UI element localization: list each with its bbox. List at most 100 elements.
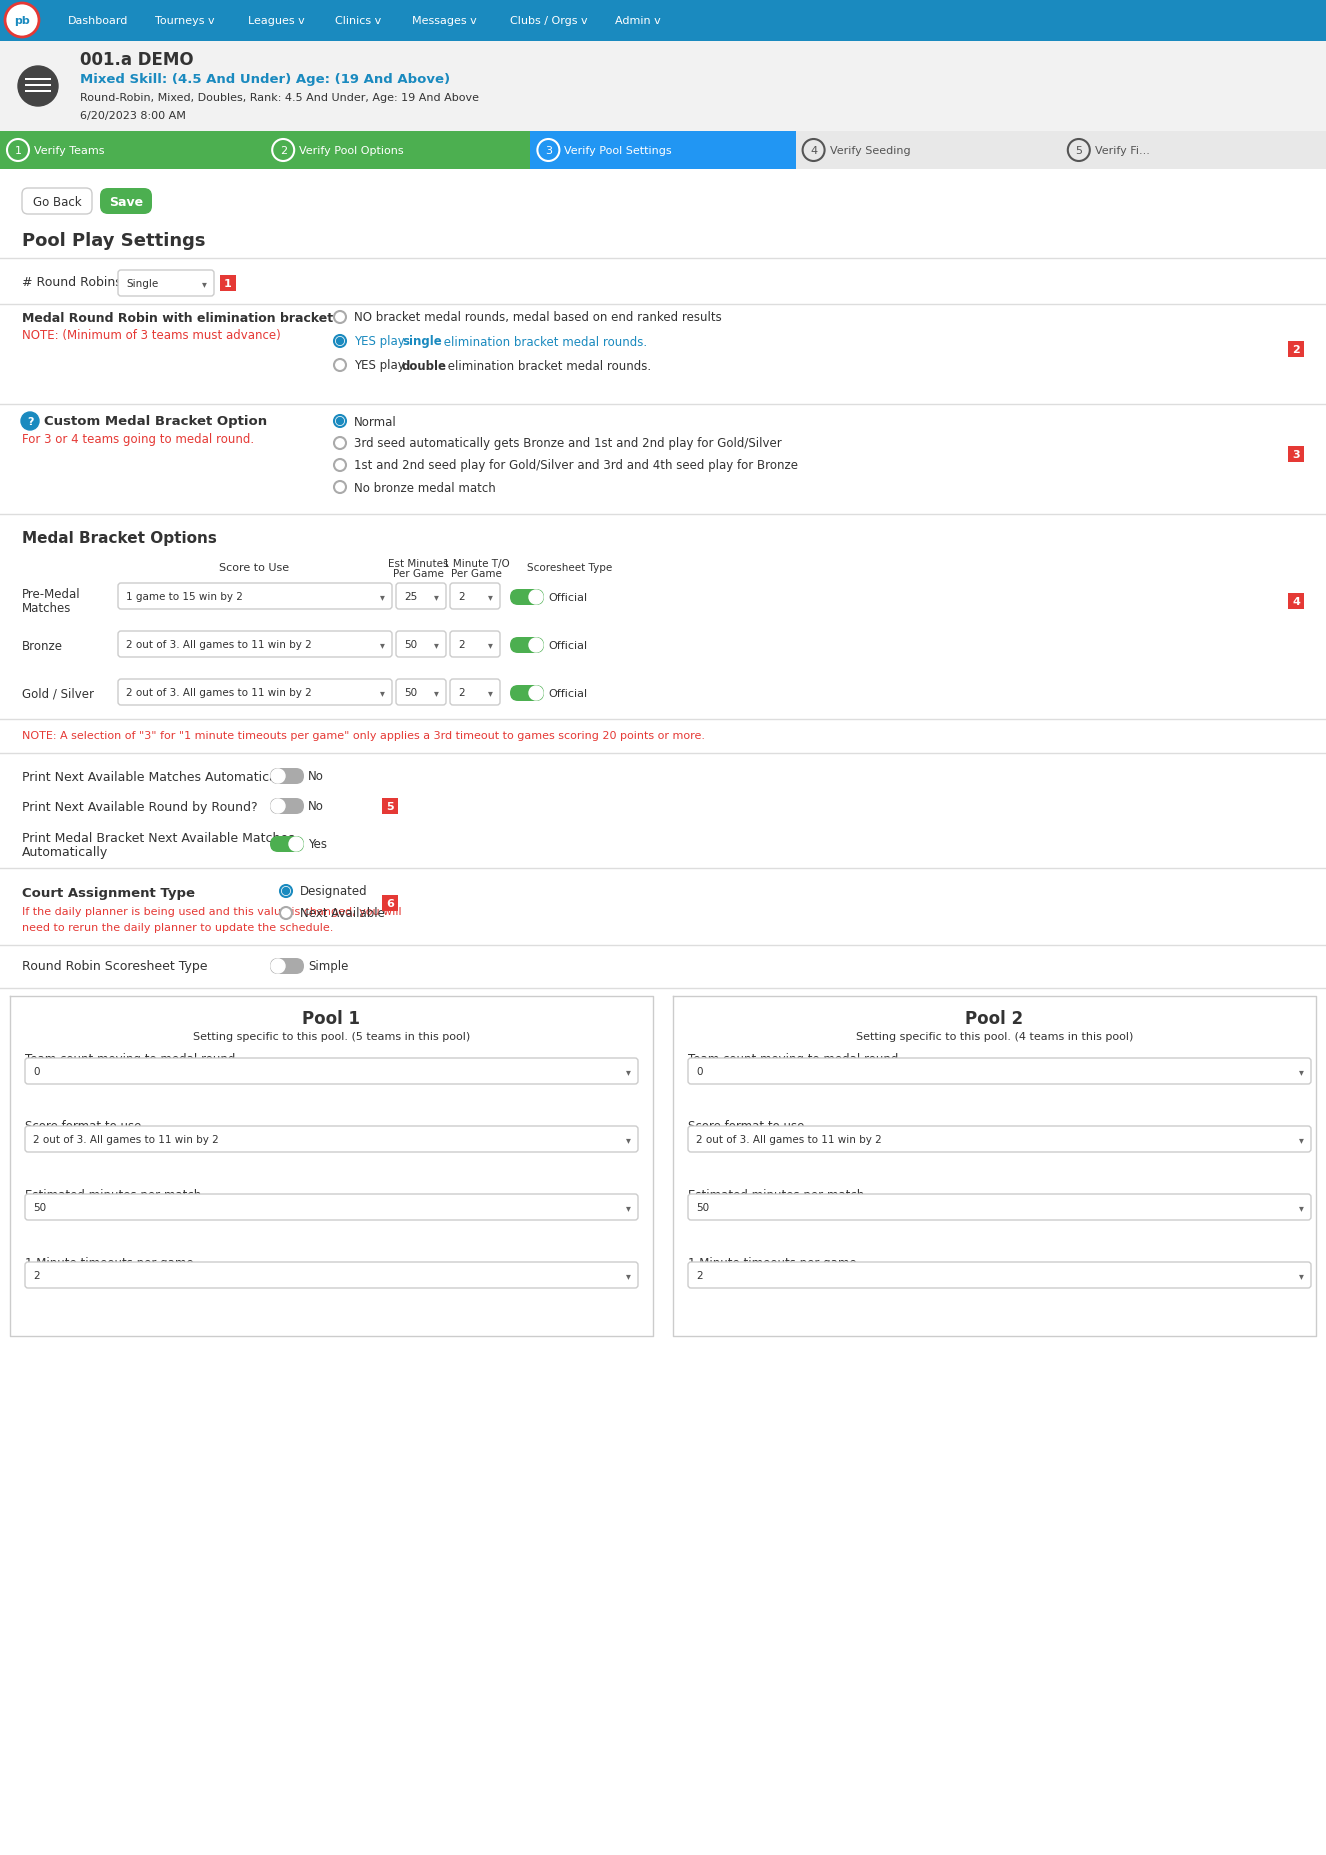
FancyBboxPatch shape — [450, 633, 500, 659]
Text: Matches: Matches — [23, 601, 72, 614]
Text: 4: 4 — [810, 147, 817, 156]
Text: Score format to use: Score format to use — [688, 1120, 805, 1133]
Text: Next Available: Next Available — [300, 907, 385, 920]
Text: 2: 2 — [457, 640, 464, 649]
Text: YES play: YES play — [354, 336, 408, 349]
Text: Save: Save — [109, 195, 143, 208]
Text: No: No — [308, 800, 324, 812]
Text: Custom Medal Bracket Option: Custom Medal Bracket Option — [44, 416, 267, 429]
Text: Dashboard: Dashboard — [68, 17, 129, 26]
Text: ▾: ▾ — [379, 640, 385, 649]
FancyBboxPatch shape — [382, 798, 398, 814]
Circle shape — [537, 139, 560, 161]
Circle shape — [529, 638, 544, 653]
Circle shape — [802, 139, 825, 161]
FancyBboxPatch shape — [396, 679, 446, 705]
Circle shape — [334, 482, 346, 493]
Text: 2: 2 — [457, 688, 464, 697]
Text: Normal: Normal — [354, 416, 396, 429]
Text: ▾: ▾ — [434, 688, 439, 697]
FancyBboxPatch shape — [688, 1126, 1311, 1152]
Text: 25: 25 — [404, 592, 418, 601]
Text: YES play: YES play — [354, 360, 408, 373]
Text: Score format to use: Score format to use — [25, 1120, 142, 1133]
Text: Team count moving to medal round: Team count moving to medal round — [25, 1052, 236, 1065]
Text: 2 out of 3. All games to 11 win by 2: 2 out of 3. All games to 11 win by 2 — [126, 688, 312, 697]
FancyBboxPatch shape — [118, 584, 392, 610]
Text: Simple: Simple — [308, 961, 349, 974]
Text: ▾: ▾ — [488, 640, 492, 649]
Text: 5: 5 — [1075, 147, 1082, 156]
Text: single: single — [402, 336, 442, 349]
Circle shape — [334, 460, 346, 471]
Circle shape — [271, 959, 285, 974]
Circle shape — [7, 139, 29, 161]
FancyBboxPatch shape — [25, 1126, 638, 1152]
Text: Messages v: Messages v — [412, 17, 477, 26]
Text: 1 Minute timeouts per game: 1 Minute timeouts per game — [25, 1256, 194, 1269]
FancyBboxPatch shape — [1288, 341, 1303, 358]
Text: ▾: ▾ — [626, 1202, 630, 1213]
Text: 3: 3 — [1293, 449, 1299, 460]
Text: Est Minutes: Est Minutes — [387, 558, 448, 569]
Text: # Round Robins: # Round Robins — [23, 276, 122, 289]
FancyBboxPatch shape — [25, 1195, 638, 1221]
Text: Verify Pool Options: Verify Pool Options — [300, 147, 404, 156]
FancyBboxPatch shape — [688, 1195, 1311, 1221]
Text: Print Next Available Matches Automatically: Print Next Available Matches Automatical… — [23, 770, 292, 783]
FancyBboxPatch shape — [688, 1059, 1311, 1085]
FancyBboxPatch shape — [688, 1261, 1311, 1289]
Circle shape — [1067, 139, 1090, 161]
FancyBboxPatch shape — [271, 768, 304, 785]
Text: 1 Minute timeouts per game: 1 Minute timeouts per game — [688, 1256, 857, 1269]
Text: Verify Pool Settings: Verify Pool Settings — [565, 147, 672, 156]
Text: Go Back: Go Back — [33, 195, 81, 208]
Text: 2: 2 — [280, 147, 286, 156]
Circle shape — [271, 770, 285, 783]
FancyBboxPatch shape — [25, 78, 50, 82]
Text: NO bracket medal rounds, medal based on end ranked results: NO bracket medal rounds, medal based on … — [354, 312, 721, 325]
Text: Official: Official — [548, 688, 587, 699]
FancyBboxPatch shape — [0, 0, 1326, 43]
Circle shape — [271, 800, 285, 814]
FancyBboxPatch shape — [25, 85, 50, 87]
Text: ▾: ▾ — [626, 1271, 630, 1280]
FancyBboxPatch shape — [382, 896, 398, 911]
Circle shape — [337, 417, 343, 425]
Text: ▾: ▾ — [434, 592, 439, 601]
FancyBboxPatch shape — [99, 189, 152, 215]
Text: 6: 6 — [386, 898, 394, 909]
FancyBboxPatch shape — [450, 679, 500, 705]
Text: Per Game: Per Game — [392, 569, 443, 579]
Text: NOTE: A selection of "3" for "1 minute timeouts per game" only applies a 3rd tim: NOTE: A selection of "3" for "1 minute t… — [23, 731, 705, 740]
Text: 2 out of 3. All games to 11 win by 2: 2 out of 3. All games to 11 win by 2 — [33, 1135, 219, 1145]
Text: Print Next Available Round by Round?: Print Next Available Round by Round? — [23, 800, 257, 812]
Text: 1: 1 — [224, 278, 232, 289]
Text: Pool 1: Pool 1 — [302, 1009, 361, 1028]
Text: ▾: ▾ — [1298, 1135, 1303, 1145]
Text: 50: 50 — [696, 1202, 709, 1213]
Text: 50: 50 — [404, 688, 418, 697]
Text: 2 out of 3. All games to 11 win by 2: 2 out of 3. All games to 11 win by 2 — [696, 1135, 882, 1145]
Text: For 3 or 4 teams going to medal round.: For 3 or 4 teams going to medal round. — [23, 434, 255, 447]
Circle shape — [289, 838, 304, 851]
FancyBboxPatch shape — [0, 171, 1326, 1855]
Text: 1st and 2nd seed play for Gold/Silver and 3rd and 4th seed play for Bronze: 1st and 2nd seed play for Gold/Silver an… — [354, 460, 798, 473]
FancyBboxPatch shape — [0, 43, 1326, 132]
Text: Automatically: Automatically — [23, 846, 109, 859]
Circle shape — [19, 67, 58, 108]
Text: Verify Seeding: Verify Seeding — [830, 147, 910, 156]
Text: Official: Official — [548, 640, 587, 651]
Text: 2: 2 — [33, 1271, 40, 1280]
Text: Clinics v: Clinics v — [335, 17, 382, 26]
FancyBboxPatch shape — [530, 132, 796, 171]
FancyBboxPatch shape — [0, 132, 265, 171]
Text: 3: 3 — [545, 147, 552, 156]
Text: Per Game: Per Game — [451, 569, 501, 579]
Text: 001.a DEMO: 001.a DEMO — [80, 50, 194, 69]
FancyBboxPatch shape — [511, 590, 544, 607]
Text: Court Assignment Type: Court Assignment Type — [23, 887, 195, 900]
Text: 1 Minute T/O: 1 Minute T/O — [443, 558, 509, 569]
Circle shape — [280, 907, 292, 920]
FancyBboxPatch shape — [511, 638, 544, 653]
